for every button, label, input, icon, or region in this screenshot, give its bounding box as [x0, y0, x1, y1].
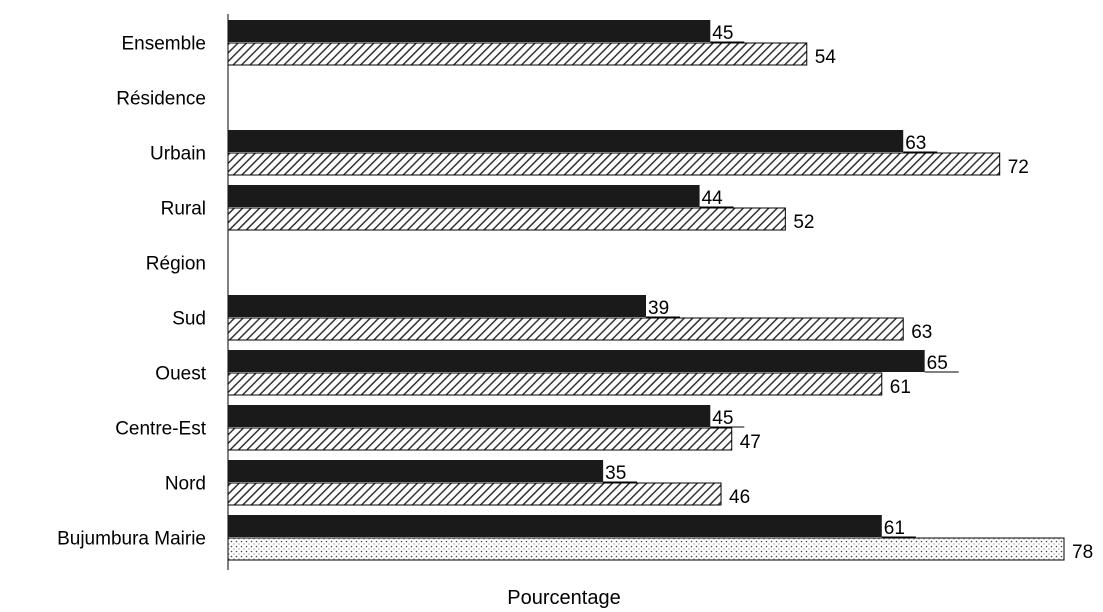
- category-label-ouest: Ouest: [155, 364, 206, 385]
- bar-urbain-series-2: [227, 152, 1001, 176]
- value-label-ensemble-series-2: 54: [815, 47, 837, 68]
- category-label-rural: Rural: [161, 199, 206, 220]
- x-axis-label: Pourcentage: [507, 587, 620, 609]
- category-label-nord: Nord: [165, 474, 206, 495]
- value-label-nord-series-1: 35: [605, 463, 626, 484]
- bar-nord-series-1: [228, 460, 604, 482]
- bar-sud-series-1: [228, 295, 646, 317]
- value-label-ouest-series-1: 65: [927, 353, 948, 374]
- category-label-residence: Résidence: [116, 89, 206, 110]
- value-label-rural-series-2: 52: [793, 212, 814, 233]
- bar-bujumbura-mairie-series-2: [227, 537, 1065, 561]
- value-label-sud-series-1: 39: [648, 298, 669, 319]
- category-label-region: Région: [146, 254, 206, 275]
- bar-centre-est-series-1: [228, 405, 711, 427]
- bar-centre-est-series-2: [227, 427, 733, 451]
- category-label-urbain: Urbain: [150, 144, 206, 165]
- value-label-bujumbura-mairie-series-2: 78: [1072, 542, 1093, 563]
- bar-rural-series-2: [227, 207, 786, 231]
- value-label-rural-series-1: 44: [702, 188, 724, 209]
- bar-ouest-series-1: [228, 350, 925, 372]
- value-label-nord-series-2: 46: [729, 487, 750, 508]
- value-label-centre-est-series-2: 47: [740, 432, 761, 453]
- bar-ensemble-series-2: [227, 42, 808, 66]
- value-label-sud-series-2: 63: [911, 322, 932, 343]
- bar-sud-series-2: [227, 317, 904, 341]
- value-label-ouest-series-2: 61: [890, 377, 911, 398]
- value-label-urbain-series-1: 63: [905, 133, 926, 154]
- bar-rural-series-1: [228, 185, 700, 207]
- bar-ensemble-series-1: [228, 20, 711, 42]
- value-label-bujumbura-mairie-series-1: 61: [884, 518, 905, 539]
- category-label-ensemble: Ensemble: [122, 34, 207, 55]
- category-label-centre-est: Centre-Est: [115, 419, 207, 440]
- category-label-bujumbura-mairie: Bujumbura Mairie: [57, 529, 206, 550]
- bar-nord-series-2: [227, 482, 722, 506]
- bar-ouest-series-2: [227, 372, 883, 396]
- bar-bujumbura-mairie-series-1: [228, 515, 882, 537]
- bar-urbain-series-1: [228, 130, 904, 152]
- value-label-centre-est-series-1: 45: [712, 408, 733, 429]
- category-label-sud: Sud: [172, 309, 206, 330]
- value-label-ensemble-series-1: 45: [712, 23, 733, 44]
- value-label-urbain-series-2: 72: [1008, 157, 1029, 178]
